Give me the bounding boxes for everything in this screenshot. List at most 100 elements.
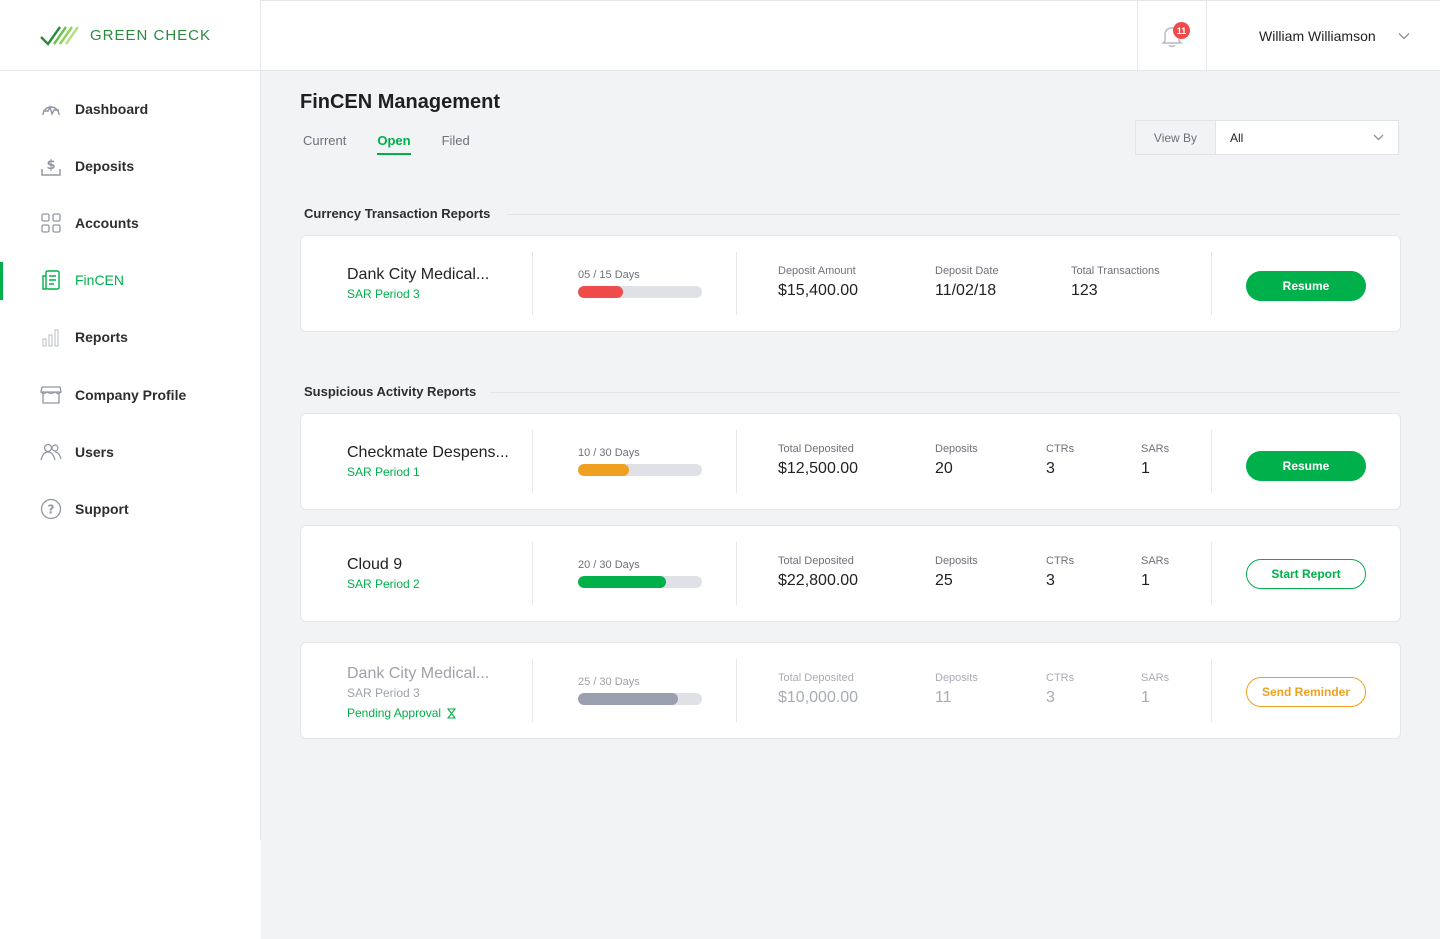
sidebar-item-label: Company Profile: [75, 386, 187, 403]
view-by-select[interactable]: All: [1216, 121, 1398, 154]
sidebar-item-dashboard[interactable]: Dashboard: [0, 80, 260, 137]
main-content: FinCEN Management Current Open Filed Vie…: [261, 71, 1440, 939]
brand-name: GREEN CHECK: [90, 26, 212, 44]
column-divider: [1211, 542, 1212, 605]
progress-bar: [578, 464, 702, 476]
send-reminder-button[interactable]: Send Reminder: [1246, 677, 1366, 707]
sar-period: SAR Period 1: [347, 465, 420, 479]
days-label: 25 / 30 Days: [578, 676, 640, 688]
sidebar-item-label: Users: [75, 443, 114, 460]
stat-value: 20: [935, 460, 953, 477]
column-divider: [736, 542, 737, 605]
tab-open[interactable]: Open: [377, 133, 411, 155]
column-divider: [532, 430, 533, 493]
sidebar-item-company-profile[interactable]: Company Profile: [0, 366, 260, 423]
status-text: Pending Approval: [347, 706, 442, 720]
stat-value: 1: [1141, 689, 1150, 706]
stat-value: $12,500.00: [778, 460, 859, 477]
days-label: 05 / 15 Days: [578, 269, 640, 281]
user-menu[interactable]: William Williamson: [1259, 1, 1410, 71]
sar-card: Checkmate Despens... SAR Period 1 10 / 3…: [300, 413, 1401, 510]
page-title: FinCEN Management: [300, 91, 501, 113]
days-label: 20 / 30 Days: [578, 559, 640, 571]
stat-ctrs: CTRs 3: [1046, 555, 1074, 590]
sidebar-item-label: Support: [75, 500, 129, 517]
stat-deposits: Deposits 11: [935, 672, 978, 707]
sidebar-item-users[interactable]: Users: [0, 423, 260, 480]
sidebar-item-label: Dashboard: [75, 100, 149, 117]
business-name[interactable]: Dank City Medical...: [347, 266, 490, 283]
ctr-card: Dank City Medical... SAR Period 3 05 / 1…: [300, 235, 1401, 332]
start-report-button[interactable]: Start Report: [1246, 559, 1366, 589]
progress-bar: [578, 286, 702, 298]
notifications-button[interactable]: 11: [1137, 1, 1207, 71]
section-title-sar: Suspicious Activity Reports: [304, 384, 477, 399]
column-divider: [736, 659, 737, 722]
progress-block: 10 / 30 Days: [578, 447, 702, 476]
tab-filed[interactable]: Filed: [441, 133, 470, 148]
stat-label: Total Deposited: [778, 672, 854, 684]
sar-period: SAR Period 3: [347, 287, 420, 301]
sidebar-nav: Dashboard $ Deposits Accounts FinCEN Rep…: [0, 71, 260, 538]
sidebar-item-label: Deposits: [75, 157, 135, 174]
resume-button[interactable]: Resume: [1246, 271, 1366, 301]
progress-block: 05 / 15 Days: [578, 269, 702, 298]
business-name[interactable]: Checkmate Despens...: [347, 444, 509, 461]
stat-value: 1: [1141, 460, 1150, 477]
progress-bar-fill: [578, 286, 623, 298]
chevron-down-icon: [1373, 134, 1384, 141]
tab-current[interactable]: Current: [303, 133, 347, 148]
hourglass-icon: [447, 707, 457, 719]
view-by-label: View By: [1136, 121, 1216, 154]
business-name[interactable]: Dank City Medical...: [347, 665, 490, 682]
days-label: 10 / 30 Days: [578, 447, 640, 459]
notification-badge: 11: [1173, 22, 1190, 39]
progress-bar: [578, 576, 702, 588]
stat-label: Total Transactions: [1071, 265, 1160, 277]
business-name[interactable]: Cloud 9: [347, 556, 403, 573]
stat-total-deposited: Total Deposited $22,800.00: [778, 555, 858, 590]
stat-value: 11: [935, 689, 952, 706]
stat-value: 25: [935, 572, 953, 589]
sidebar-footer-space: [0, 840, 261, 939]
green-check-logo-icon: [40, 26, 79, 46]
sidebar-item-fincen[interactable]: FinCEN: [0, 252, 260, 309]
stat-label: Total Deposited: [778, 555, 854, 567]
sidebar-item-reports[interactable]: Reports: [0, 309, 260, 366]
brand[interactable]: GREEN CHECK: [0, 0, 260, 71]
column-divider: [532, 542, 533, 605]
sidebar-item-deposits[interactable]: $ Deposits: [0, 137, 260, 194]
progress-bar-fill: [578, 464, 629, 476]
stat-value: 11/02/18: [935, 282, 997, 299]
tab-bar: Current Open Filed: [303, 133, 501, 155]
sidebar-item-support[interactable]: ? Support: [0, 480, 260, 537]
stat-deposit-date: Deposit Date 11/02/18: [935, 265, 999, 300]
sidebar-item-label: Reports: [75, 329, 128, 346]
stat-deposits: Deposits 25: [935, 555, 978, 590]
progress-block: 25 / 30 Days: [578, 676, 702, 705]
stat-total-deposited: Total Deposited $12,500.00: [778, 443, 858, 478]
sar-period: SAR Period 2: [347, 577, 420, 591]
stat-sars: SARs 1: [1141, 443, 1169, 478]
svg-text:$: $: [46, 158, 55, 173]
reports-icon: [40, 326, 62, 348]
stat-ctrs: CTRs 3: [1046, 672, 1074, 707]
view-by-filter: View By All: [1135, 120, 1399, 155]
stat-value: $10,000.00: [778, 689, 859, 706]
stat-sars: SARs 1: [1141, 555, 1169, 590]
sidebar-item-accounts[interactable]: Accounts: [0, 194, 260, 251]
stat-deposit-amount: Deposit Amount $15,400.00: [778, 265, 858, 300]
card-name-block: Dank City Medical... SAR Period 3: [347, 266, 489, 301]
column-divider: [532, 252, 533, 315]
stat-label: Total Deposited: [778, 443, 854, 455]
progress-bar-fill: [578, 693, 679, 705]
section-divider: [490, 392, 1400, 393]
progress-bar: [578, 693, 702, 705]
resume-button[interactable]: Resume: [1246, 451, 1366, 481]
stat-total-transactions: Total Transactions 123: [1071, 265, 1160, 300]
stat-deposits: Deposits 20: [935, 443, 978, 478]
progress-bar-fill: [578, 576, 667, 588]
pending-approval-status: Pending Approval: [347, 706, 489, 720]
user-name: William Williamson: [1259, 28, 1376, 44]
svg-text:?: ?: [48, 502, 55, 516]
